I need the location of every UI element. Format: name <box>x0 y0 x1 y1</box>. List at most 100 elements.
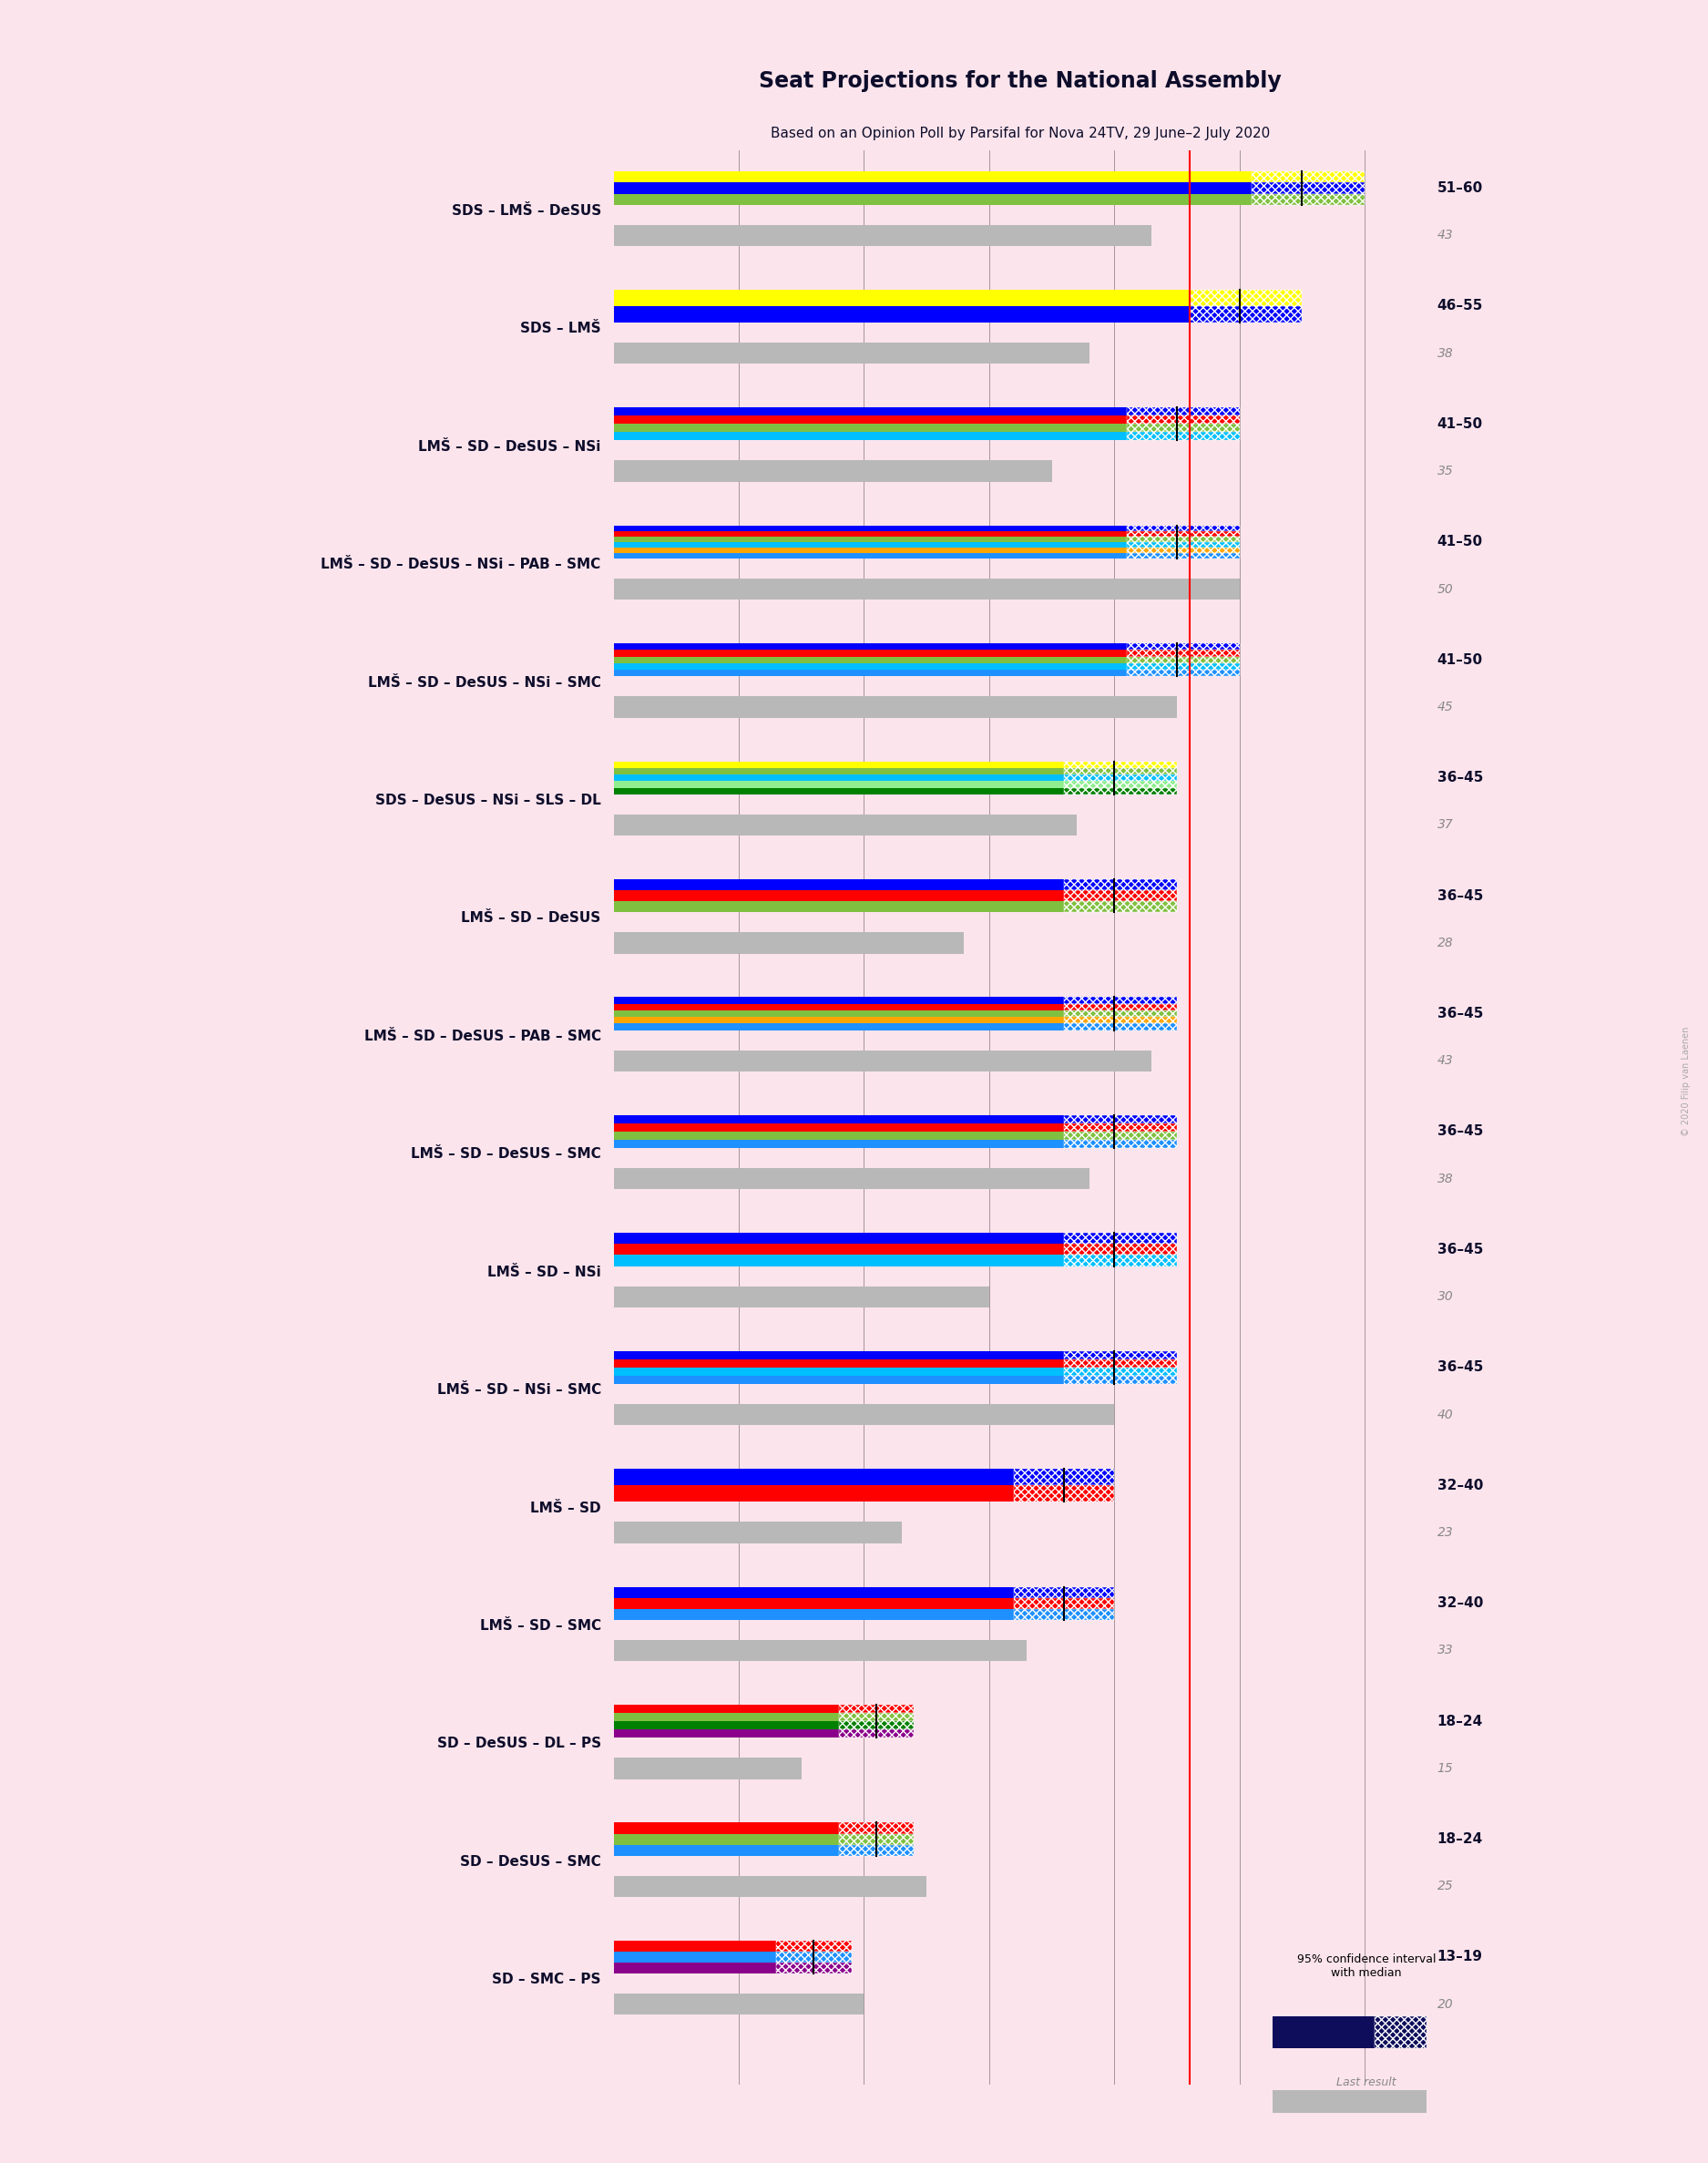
Bar <box>613 658 1127 664</box>
Bar <box>613 578 1240 599</box>
Bar <box>613 1640 1027 1661</box>
Bar <box>613 1598 1015 1609</box>
Bar <box>1064 787 1177 794</box>
Text: 37: 37 <box>1436 818 1454 831</box>
Bar <box>1064 1010 1177 1017</box>
Bar <box>613 1469 1015 1486</box>
Bar <box>613 1730 839 1737</box>
Bar <box>1064 902 1177 913</box>
Bar <box>1127 671 1240 677</box>
Bar <box>1064 1023 1177 1030</box>
Bar <box>839 1845 914 1856</box>
Bar <box>1064 774 1177 781</box>
Bar <box>1127 407 1240 415</box>
Bar <box>613 761 1064 768</box>
Text: 46–55: 46–55 <box>1436 298 1483 314</box>
Bar <box>1252 195 1365 205</box>
Text: 15: 15 <box>1436 1763 1454 1776</box>
Bar <box>613 997 1064 1004</box>
Bar <box>1064 1233 1177 1244</box>
Bar <box>1064 1116 1177 1123</box>
Bar <box>1064 878 1177 891</box>
Text: 41–50: 41–50 <box>1436 534 1483 549</box>
Bar <box>613 891 1064 902</box>
Text: 35: 35 <box>1436 465 1454 478</box>
Bar <box>613 1244 1064 1255</box>
Bar <box>613 554 1127 558</box>
Bar <box>1015 1486 1114 1501</box>
Bar <box>1064 997 1177 1004</box>
Bar <box>1015 1588 1114 1598</box>
Bar <box>613 696 1177 718</box>
Text: 25: 25 <box>1436 1880 1454 1893</box>
Bar <box>613 1823 839 1834</box>
Bar <box>613 530 1127 536</box>
Bar <box>613 171 1252 182</box>
Bar <box>1015 1609 1114 1620</box>
Bar <box>777 1940 852 1951</box>
Bar <box>613 813 1076 835</box>
Bar <box>613 1140 1064 1149</box>
Bar <box>613 664 1127 671</box>
Bar <box>613 415 1127 424</box>
Text: 20: 20 <box>1436 1999 1454 2012</box>
Text: © 2020 Filip van Laenen: © 2020 Filip van Laenen <box>1682 1027 1691 1136</box>
Bar <box>613 1123 1064 1131</box>
Bar <box>613 1722 839 1730</box>
Bar <box>613 1994 864 2016</box>
Text: 36–45: 36–45 <box>1436 1125 1483 1138</box>
Bar <box>613 671 1127 677</box>
Bar <box>613 1010 1064 1017</box>
Bar <box>1064 1376 1177 1384</box>
Bar <box>613 1486 1015 1501</box>
Bar <box>1064 1255 1177 1265</box>
Text: 18–24: 18–24 <box>1436 1832 1483 1845</box>
Bar <box>613 1404 1114 1425</box>
Bar <box>1127 536 1240 543</box>
Bar <box>1064 1367 1177 1376</box>
Bar <box>613 1609 1015 1620</box>
Bar <box>613 1287 989 1306</box>
Text: 36–45: 36–45 <box>1436 1361 1483 1374</box>
Bar <box>613 407 1127 415</box>
Bar <box>613 781 1064 787</box>
Bar <box>613 1588 1015 1598</box>
Bar <box>613 342 1090 363</box>
Text: 28: 28 <box>1436 937 1454 950</box>
Text: 43: 43 <box>1436 229 1454 242</box>
Bar <box>613 433 1127 441</box>
Text: 32–40: 32–40 <box>1436 1479 1483 1492</box>
Bar <box>613 774 1064 781</box>
Text: 41–50: 41–50 <box>1436 653 1483 666</box>
Text: 36–45: 36–45 <box>1436 1244 1483 1257</box>
Bar <box>1064 1131 1177 1140</box>
Bar <box>613 1962 777 1973</box>
Bar <box>613 932 963 954</box>
Text: Last result: Last result <box>1337 2076 1397 2087</box>
Bar <box>1127 649 1240 658</box>
Bar <box>613 305 1189 322</box>
Bar <box>613 1116 1064 1123</box>
Bar <box>613 1367 1064 1376</box>
Bar <box>1015 1598 1114 1609</box>
Bar <box>613 642 1127 649</box>
Bar <box>1064 1004 1177 1010</box>
Bar <box>1127 530 1240 536</box>
Bar <box>1064 1140 1177 1149</box>
Bar <box>1064 761 1177 768</box>
Bar <box>613 1051 1151 1071</box>
Bar <box>1064 1017 1177 1023</box>
Text: 41–50: 41–50 <box>1436 417 1483 430</box>
Bar <box>613 1875 926 1897</box>
Text: 43: 43 <box>1436 1053 1454 1066</box>
Text: 32–40: 32–40 <box>1436 1596 1483 1609</box>
Bar <box>1127 433 1240 441</box>
Bar <box>613 536 1127 543</box>
Bar <box>777 1951 852 1962</box>
Bar <box>1127 526 1240 530</box>
Bar <box>613 547 1127 554</box>
Bar <box>1064 1244 1177 1255</box>
Bar <box>1064 1358 1177 1367</box>
Text: 36–45: 36–45 <box>1436 770 1483 785</box>
Text: 45: 45 <box>1436 701 1454 714</box>
